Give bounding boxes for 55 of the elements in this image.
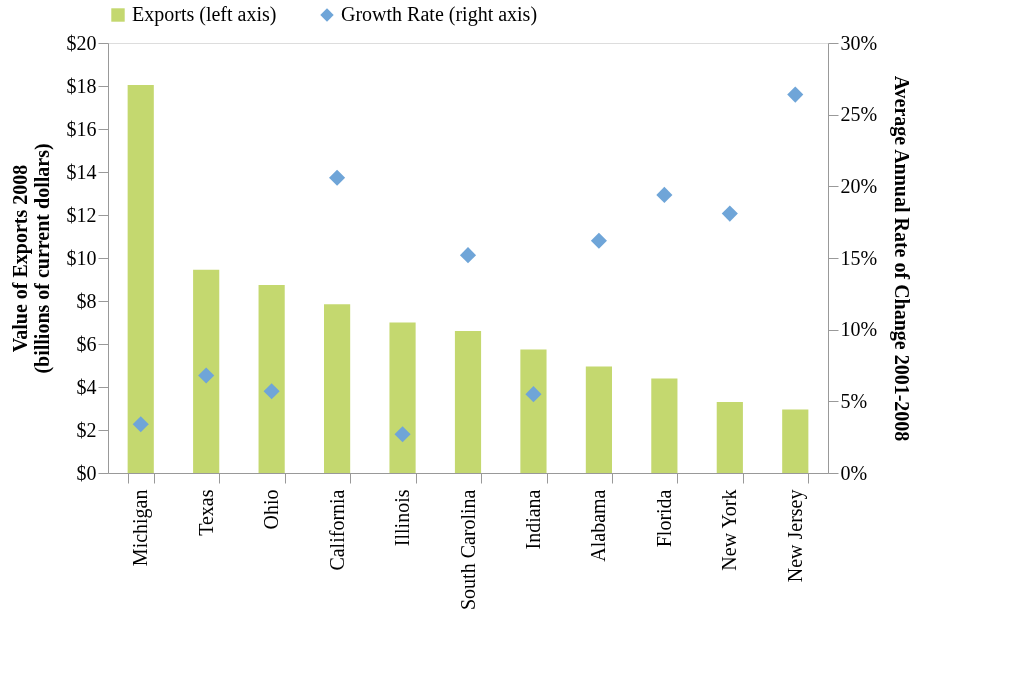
x-tick-label: Florida [652, 489, 675, 548]
point [198, 367, 215, 384]
point [525, 386, 542, 403]
point [394, 426, 411, 443]
y-tick-label: $0 [76, 461, 97, 484]
y2-tick-label: 20% [840, 174, 878, 197]
y-tick-label: $12 [66, 203, 97, 226]
point [787, 86, 804, 103]
y-tick-label: $10 [66, 246, 97, 269]
y-tick-label: $4 [76, 375, 97, 398]
y2-tick-label: 0% [840, 461, 868, 484]
point [459, 247, 477, 264]
y-tick-label: $2 [76, 418, 97, 441]
legend-label: Growth Rate (right axis) [341, 3, 538, 26]
y2-axis-title: Average Annual Rate of Change 2001-2008 [890, 75, 914, 442]
bar [651, 378, 678, 473]
bar [389, 322, 416, 473]
x-tick-label: South Carolina [456, 489, 479, 611]
bar [454, 331, 482, 473]
bar [520, 349, 547, 473]
x-tick-label: Texas [194, 489, 217, 536]
y2-tick-label: 15% [840, 246, 878, 269]
point [132, 416, 149, 433]
point [590, 232, 607, 249]
bar [782, 409, 809, 473]
x-tick-label: New Jersey [783, 489, 807, 583]
y-tick-label: $20 [66, 31, 97, 54]
x-tick-label: Michigan [129, 489, 153, 567]
point [721, 205, 738, 222]
y2-tick-label: 30% [840, 31, 878, 54]
x-tick-label: New York [718, 489, 741, 571]
bar [127, 84, 154, 473]
y2-tick-label: 10% [840, 318, 878, 341]
x-tick-label: California [325, 489, 348, 571]
y-tick-label: $16 [66, 117, 97, 140]
point [263, 383, 280, 400]
x-tick-label: Alabama [587, 489, 610, 562]
y-tick-label: $6 [76, 332, 97, 355]
legend-label: Exports (left axis) [132, 3, 277, 26]
y2-tick-label: 25% [840, 103, 878, 126]
point [656, 186, 673, 203]
x-tick-label: Ohio [260, 489, 283, 530]
y-tick-label: $18 [66, 74, 97, 97]
x-tick-label: Indiana [521, 489, 544, 550]
y-axis-title: Value of Exports 2008 (billions of current dollars) [8, 143, 54, 374]
bar [258, 284, 285, 473]
bar [324, 304, 351, 473]
bar [193, 269, 220, 473]
y2-tick-label: 5% [840, 389, 868, 412]
bar [716, 402, 743, 473]
bar [585, 366, 612, 473]
x-tick-label: Illinois [391, 489, 414, 547]
y-tick-label: $8 [76, 289, 97, 312]
y-tick-label: $14 [66, 160, 97, 183]
point [329, 169, 346, 186]
